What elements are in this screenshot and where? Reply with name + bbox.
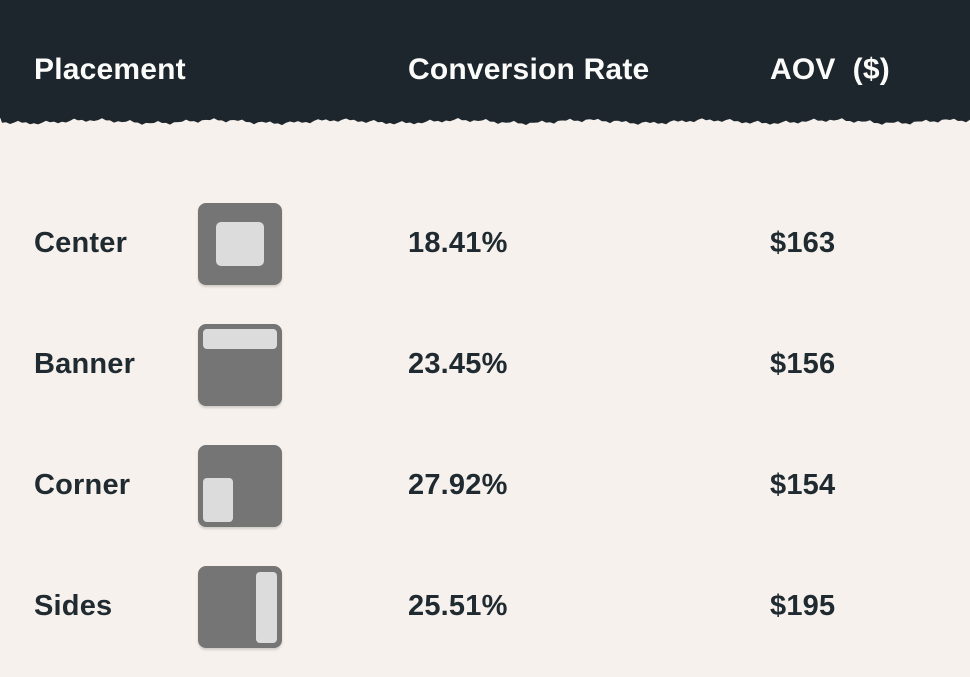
placement-label: Center	[34, 227, 128, 259]
corner-placement-icon	[198, 444, 282, 527]
table-row-banner: Banner 23.45% $156	[34, 304, 970, 425]
torn-paper-edge	[0, 117, 970, 126]
aov-value: $156	[770, 348, 836, 380]
corner-placement-icon-inner	[203, 477, 233, 522]
center-placement-icon-inner	[216, 221, 264, 266]
placement-label: Corner	[34, 469, 131, 501]
banner-placement-icon-inner	[203, 328, 277, 349]
column-header-conversion-rate: Conversion Rate	[408, 53, 650, 86]
center-placement-icon	[198, 202, 282, 285]
sides-placement-icon	[198, 565, 282, 648]
table-row-center: Center 18.41% $163	[34, 183, 970, 304]
sides-placement-icon-inner	[256, 571, 277, 643]
column-header-placement: Placement	[34, 53, 186, 86]
table-row-corner: Corner 27.92% $154	[34, 425, 970, 546]
table-body: Center 18.41% $163 Banner 23.45% $156 Co…	[0, 129, 970, 667]
table-row-sides: Sides 25.51% $195	[34, 546, 970, 667]
conversion-rate-value: 18.41%	[408, 227, 508, 259]
conversion-rate-value: 27.92%	[408, 469, 508, 501]
conversion-rate-value: 23.45%	[408, 348, 508, 380]
aov-value: $154	[770, 469, 836, 501]
aov-value: $195	[770, 590, 836, 622]
aov-value: $163	[770, 227, 836, 259]
column-header-aov: AOV ($)	[770, 53, 890, 86]
placement-label: Sides	[34, 590, 113, 622]
banner-placement-icon	[198, 323, 282, 406]
table-header: Placement Conversion Rate AOV ($)	[0, 0, 970, 118]
placement-label: Banner	[34, 348, 136, 380]
conversion-rate-value: 25.51%	[408, 590, 508, 622]
